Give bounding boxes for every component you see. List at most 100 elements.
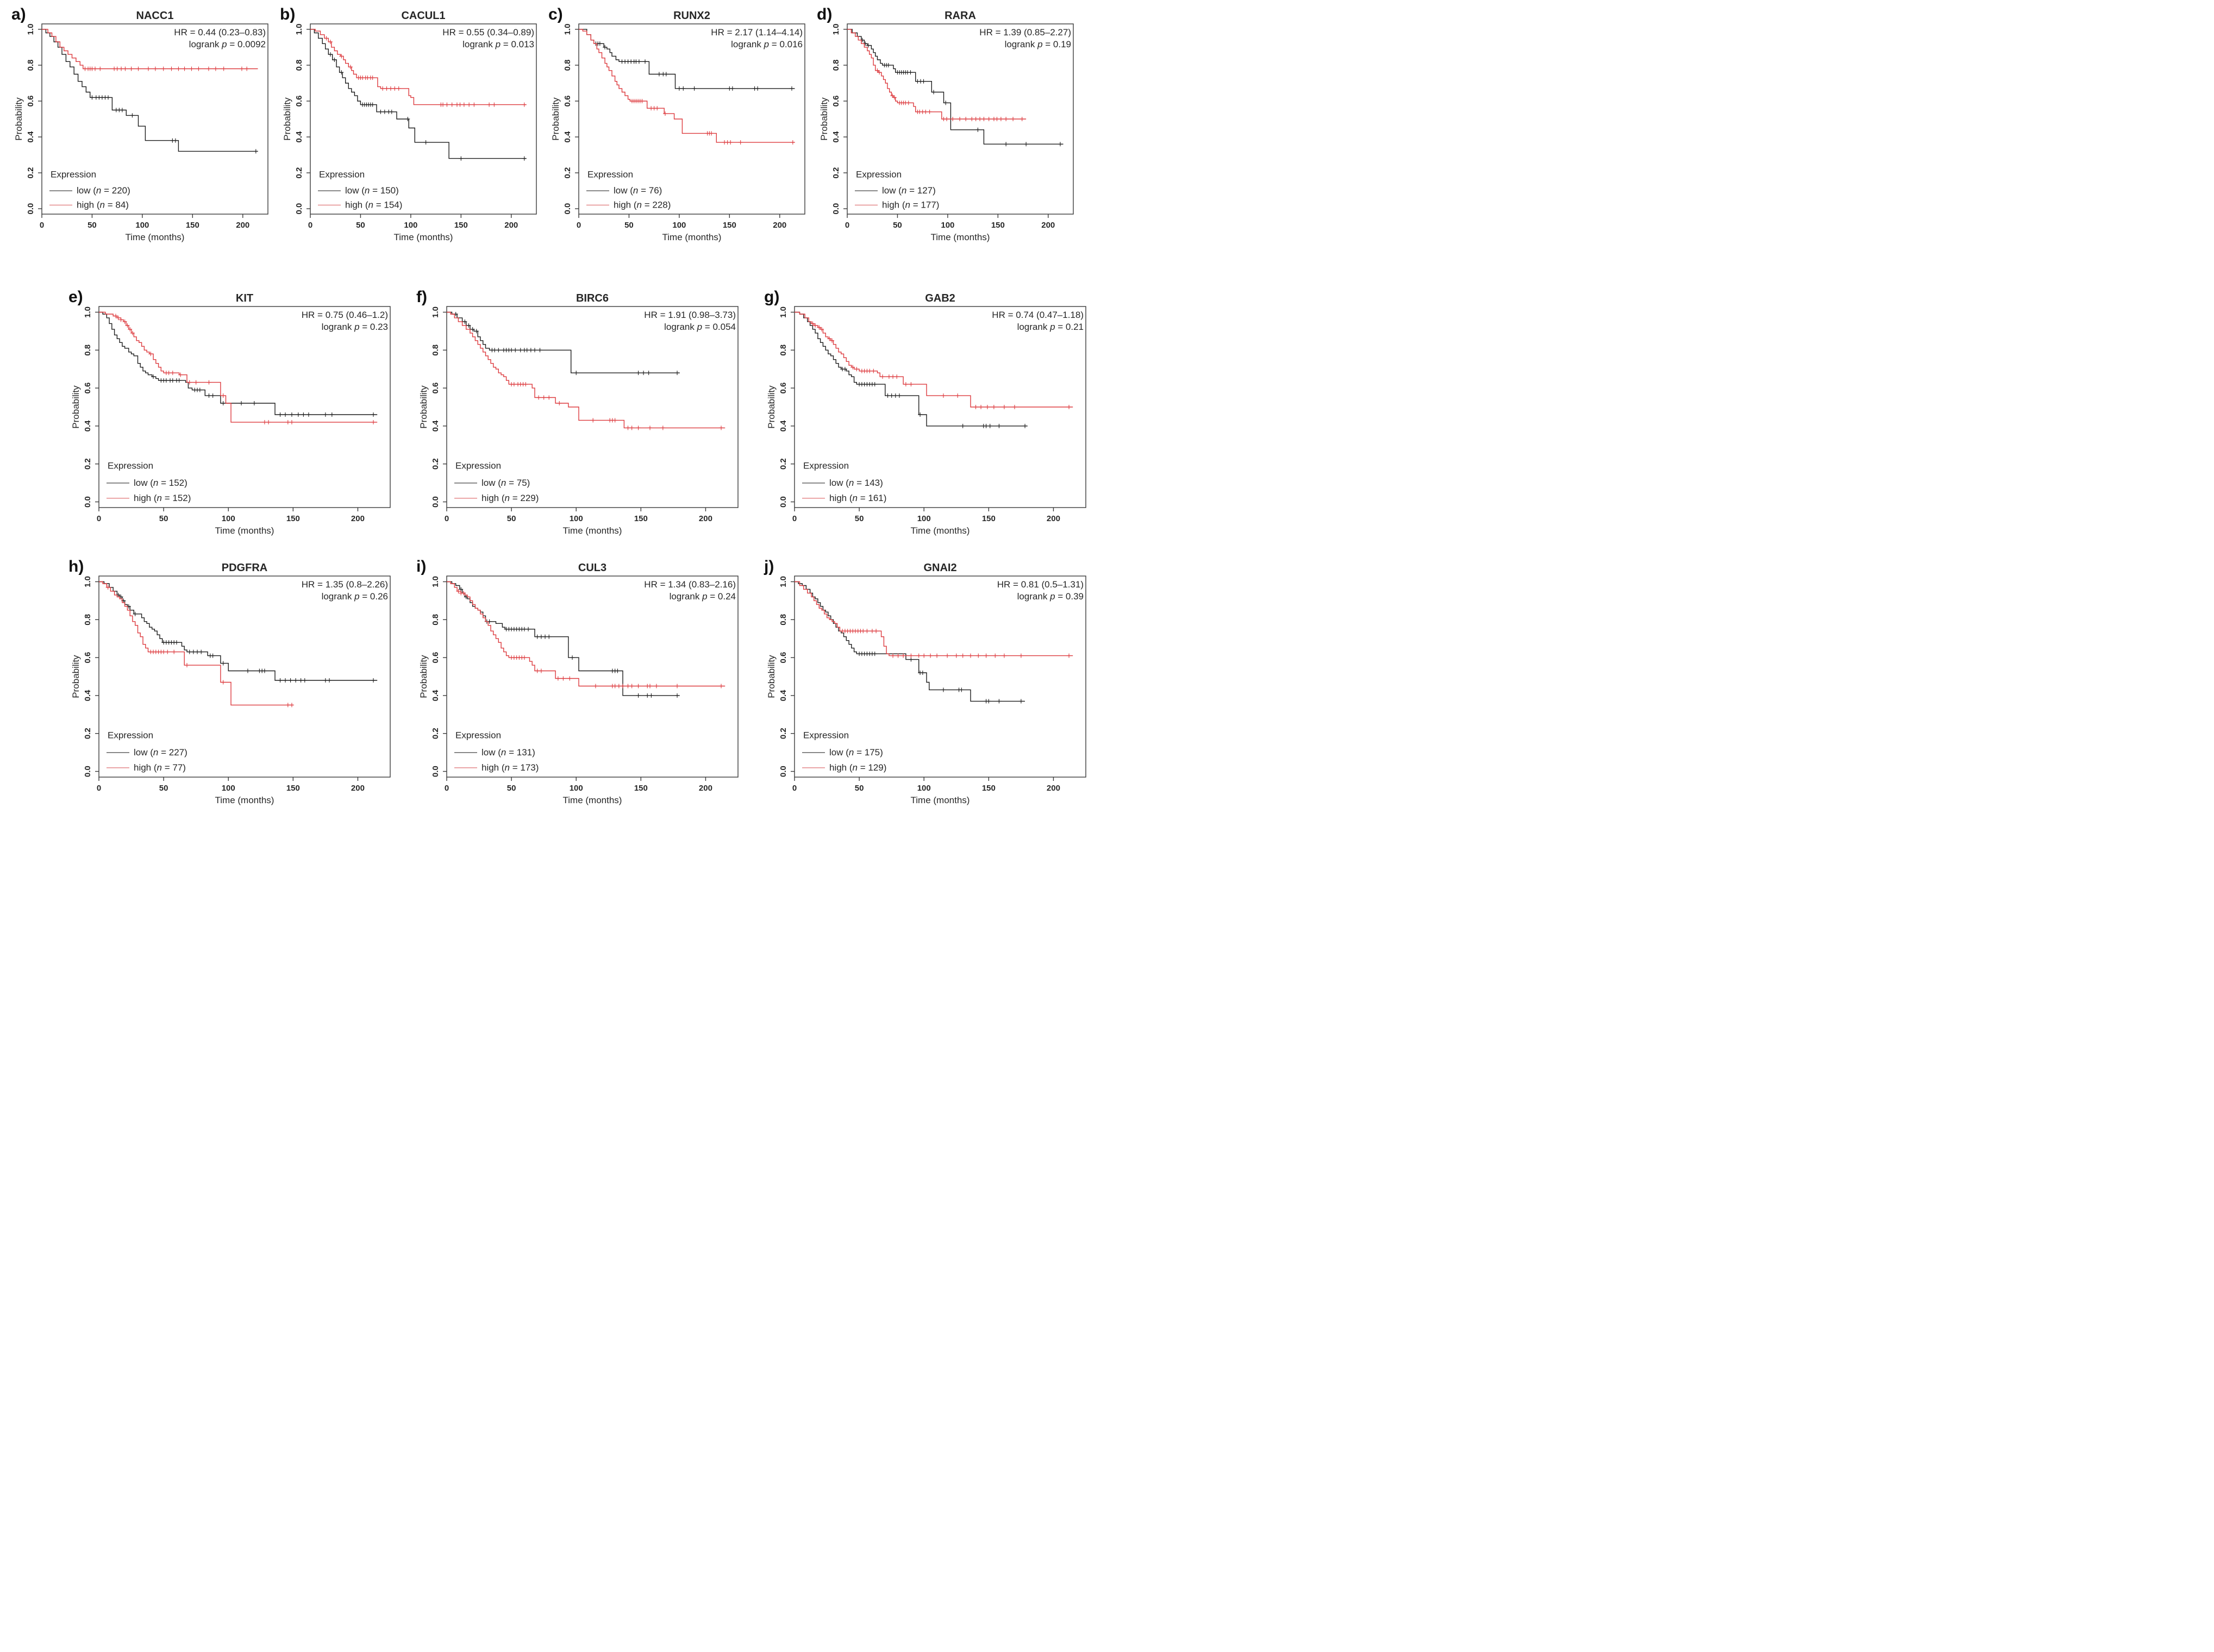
annotation: HR = 0.44 (0.23–0.83) logrank p = 0.0092 (174, 27, 266, 49)
x-tick-label: 100 (135, 221, 149, 230)
y-tick-label: 0.8 (563, 60, 572, 71)
y-tick-label: 1.0 (779, 306, 788, 318)
km-plot-kit: KIT 0 50 100 150 200 Time (months) 0.0 0.2 0.4 0.6… (71, 292, 391, 536)
censor-marks-low (328, 52, 527, 161)
y-tick-label: 0.2 (83, 728, 92, 739)
x-tick-label: 200 (504, 221, 518, 230)
plot-box (794, 575, 1086, 778)
figure-row-3: h) PDGFRA 0 50 100 150 200 Time (months) 0.0 0.2 0… (0, 558, 1107, 808)
x-tick-label: 200 (1041, 221, 1055, 230)
y-tick-label: 0.2 (295, 167, 304, 179)
x-tick-label: 200 (351, 514, 365, 523)
legend-label-low: low (n = 131) (481, 747, 535, 758)
y-axis: 0.0 0.2 0.4 0.6 0.8 1.0 (831, 23, 847, 215)
censor-marks-high (83, 66, 249, 71)
legend: Expression low (n = 152) high (n = 152) (107, 460, 191, 503)
x-tick-label: 100 (570, 514, 583, 523)
plot-title: RUNX2 (673, 10, 710, 22)
curve-low (447, 311, 680, 376)
plot-title: CUL3 (578, 562, 606, 574)
legend-label-low: low (n = 150) (345, 185, 399, 196)
legend-label-high: high (n = 177) (882, 199, 939, 210)
km-step-line-high (99, 311, 378, 423)
annotation: HR = 0.81 (0.5–1.31)logrank p = 0.39 (997, 579, 1084, 602)
plot-box (847, 23, 1074, 215)
x-tick-label: 50 (159, 514, 168, 523)
y-axis-title: Probability (71, 655, 81, 698)
censor-marks-high (324, 36, 527, 107)
y-axis-title: Probability (71, 385, 81, 429)
censor-marks-low (593, 41, 794, 91)
km-plot-cacul1: CACUL1 0 50 100 150 200 Time (months) 0.0 0.2 0.4… (282, 10, 537, 242)
legend-label-low: low (n = 143) (829, 478, 883, 488)
panel-letter: j) (764, 558, 774, 575)
legend-title: Expression (856, 169, 902, 179)
plot-box (41, 23, 268, 215)
legend: Expression low (n = 75) high (n = 229) (454, 460, 539, 503)
y-tick-label: 0.4 (831, 131, 841, 143)
y-axis-title: Probability (282, 97, 292, 141)
x-tick-label: 100 (917, 784, 931, 793)
logrank-label: logrank p = 0.23 (322, 322, 388, 332)
y-axis: 0.0 0.2 0.4 0.6 0.8 1.0 (779, 306, 795, 508)
legend-label-high: high (n = 129) (829, 762, 886, 773)
y-tick-label: 0.0 (83, 496, 92, 508)
x-tick-label: 100 (570, 784, 583, 793)
legend-label-high: high (n = 229) (481, 493, 539, 503)
x-tick-label: 100 (404, 221, 417, 230)
x-tick-label: 0 (845, 221, 849, 230)
y-tick-label: 1.0 (26, 23, 35, 35)
x-tick-label: 0 (445, 514, 449, 523)
curve-high (310, 29, 527, 107)
annotation: HR = 1.91 (0.98–3.73) logrank p = 0.054 (644, 310, 736, 332)
x-tick-label: 50 (855, 514, 864, 523)
plot-box (446, 306, 739, 508)
y-axis-title: Probability (766, 655, 777, 698)
x-tick-label: 100 (941, 221, 954, 230)
km-step-line-low (447, 311, 680, 373)
x-tick-label: 200 (1047, 514, 1060, 523)
logrank-label: logrank p = 0.21 (1017, 322, 1084, 332)
x-tick-label: 150 (982, 784, 996, 793)
x-tick-label: 150 (634, 784, 648, 793)
hr-label: HR = 0.75 (0.46–1.2) (302, 310, 388, 320)
figure-row-1: a) NACC1 0 50 100 150 200 Time (months) 0.0 0.2 0.… (0, 5, 1107, 245)
hr-label: HR = 1.35 (0.8–2.26) (302, 579, 388, 590)
logrank-label: logrank p = 0.24 (670, 591, 736, 602)
x-axis-title: Time (months) (394, 232, 453, 242)
plot-title: NACC1 (136, 10, 174, 22)
censor-marks-high (456, 589, 724, 689)
plot-box (578, 23, 805, 215)
censor-marks-high (875, 68, 1024, 121)
hr-label: HR = 1.34 (0.83–2.16) (644, 579, 736, 590)
x-tick-label: 0 (308, 221, 312, 230)
curve-low (795, 581, 1025, 704)
curve-low (847, 29, 1064, 147)
legend-title: Expression (108, 730, 153, 740)
legend-title: Expression (51, 169, 96, 179)
y-tick-label: 0.0 (779, 766, 788, 777)
logrank-label: logrank p = 0.0092 (189, 39, 266, 49)
curve-high (447, 311, 726, 430)
y-tick-label: 0.0 (563, 203, 572, 215)
legend-title: Expression (319, 169, 365, 179)
x-tick-label: 150 (286, 514, 300, 523)
logrank-label: logrank p = 0.39 (1017, 591, 1084, 602)
censor-marks-high (629, 98, 795, 145)
censor-marks-low (453, 311, 680, 376)
y-tick-label: 0.8 (831, 60, 841, 71)
legend: Expression low (n = 227) high (n = 77) (107, 730, 187, 773)
censor-marks-high (113, 314, 376, 424)
x-axis-title: Time (months) (215, 795, 274, 805)
legend-label-high: high (n = 77) (134, 762, 186, 773)
logrank-label: logrank p = 0.19 (1005, 39, 1071, 49)
plot-box (446, 575, 739, 778)
y-tick-label: 0.8 (431, 345, 440, 356)
y-tick-label: 0.2 (26, 167, 35, 179)
plot-title: RARA (945, 10, 976, 22)
plot-box (98, 306, 391, 508)
panel-letter: f) (416, 288, 427, 306)
x-tick-label: 100 (672, 221, 686, 230)
